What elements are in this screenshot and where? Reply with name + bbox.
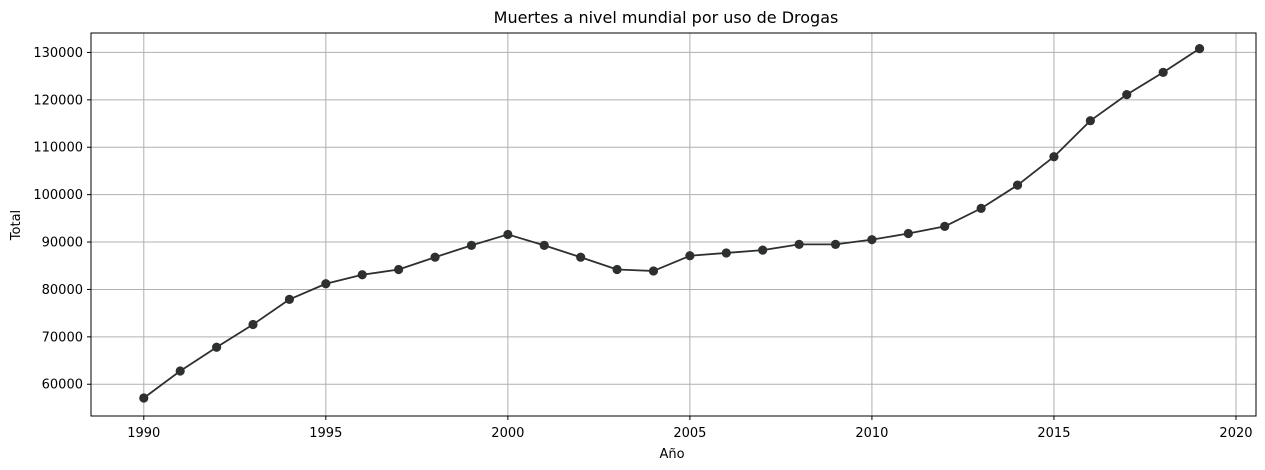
x-tick-label: 2000	[491, 426, 524, 441]
grid-layer	[91, 33, 1256, 416]
data-point-2002	[576, 252, 586, 262]
axis-ticks: 1990 1995 2000 2005 2010 2015 2020 60000 70000 80…	[33, 46, 1252, 441]
x-tick-label: 2010	[855, 426, 888, 441]
data-point-2003	[612, 264, 622, 275]
x-tick-label: 2020	[1219, 426, 1252, 441]
x-tick-label: 1995	[309, 426, 342, 441]
data-point-2016	[1085, 116, 1095, 126]
data-point-2001	[539, 240, 549, 250]
data-point-2005	[685, 251, 695, 261]
x-tick-label: 2015	[1037, 426, 1070, 441]
y-tick-label: 130000	[33, 46, 83, 61]
y-tick-label: 100000	[33, 188, 83, 203]
data-point-2015	[1049, 152, 1059, 162]
data-point-2000	[503, 229, 513, 240]
data-point-1994	[284, 294, 295, 304]
y-tick-label: 70000	[42, 330, 83, 345]
series-line-layer	[143, 47, 1201, 399]
data-point-2012	[940, 221, 950, 231]
data-point-1990	[139, 393, 149, 403]
data-point-2007	[758, 245, 768, 255]
y-tick-label: 120000	[33, 93, 83, 108]
data-point-2008	[794, 239, 804, 250]
data-point-2017	[1122, 90, 1132, 100]
chart-title: Muertes a nivel mundial por uso de Droga…	[494, 8, 839, 27]
x-tick-label: 2005	[673, 426, 706, 441]
series-line	[143, 47, 1201, 399]
x-tick-label: 1990	[127, 426, 160, 441]
data-point-1993	[248, 319, 258, 330]
data-point-2018	[1158, 67, 1168, 77]
data-point-2019	[1194, 44, 1205, 54]
data-point-2014	[1012, 180, 1023, 190]
data-point-2009	[830, 239, 841, 250]
data-point-1999	[466, 240, 477, 250]
data-point-2006	[721, 248, 731, 258]
y-tick-label: 110000	[33, 141, 83, 156]
data-point-1998	[430, 252, 440, 262]
y-axis-label: Total	[9, 210, 24, 241]
data-point-2010	[867, 235, 877, 245]
data-point-2004	[648, 266, 659, 276]
data-point-1996	[357, 270, 367, 280]
data-point-2011	[903, 228, 913, 239]
y-tick-label: 80000	[42, 283, 83, 298]
data-points	[139, 44, 1205, 403]
data-point-1997	[394, 264, 404, 275]
plot-frame	[90, 32, 1257, 417]
data-point-1991	[175, 366, 185, 376]
data-point-1995	[321, 279, 331, 289]
y-tick-label: 60000	[42, 378, 83, 393]
data-point-2013	[976, 203, 986, 213]
x-axis-label: Año	[659, 447, 684, 462]
y-tick-label: 90000	[42, 236, 83, 251]
data-point-1992	[212, 342, 222, 352]
